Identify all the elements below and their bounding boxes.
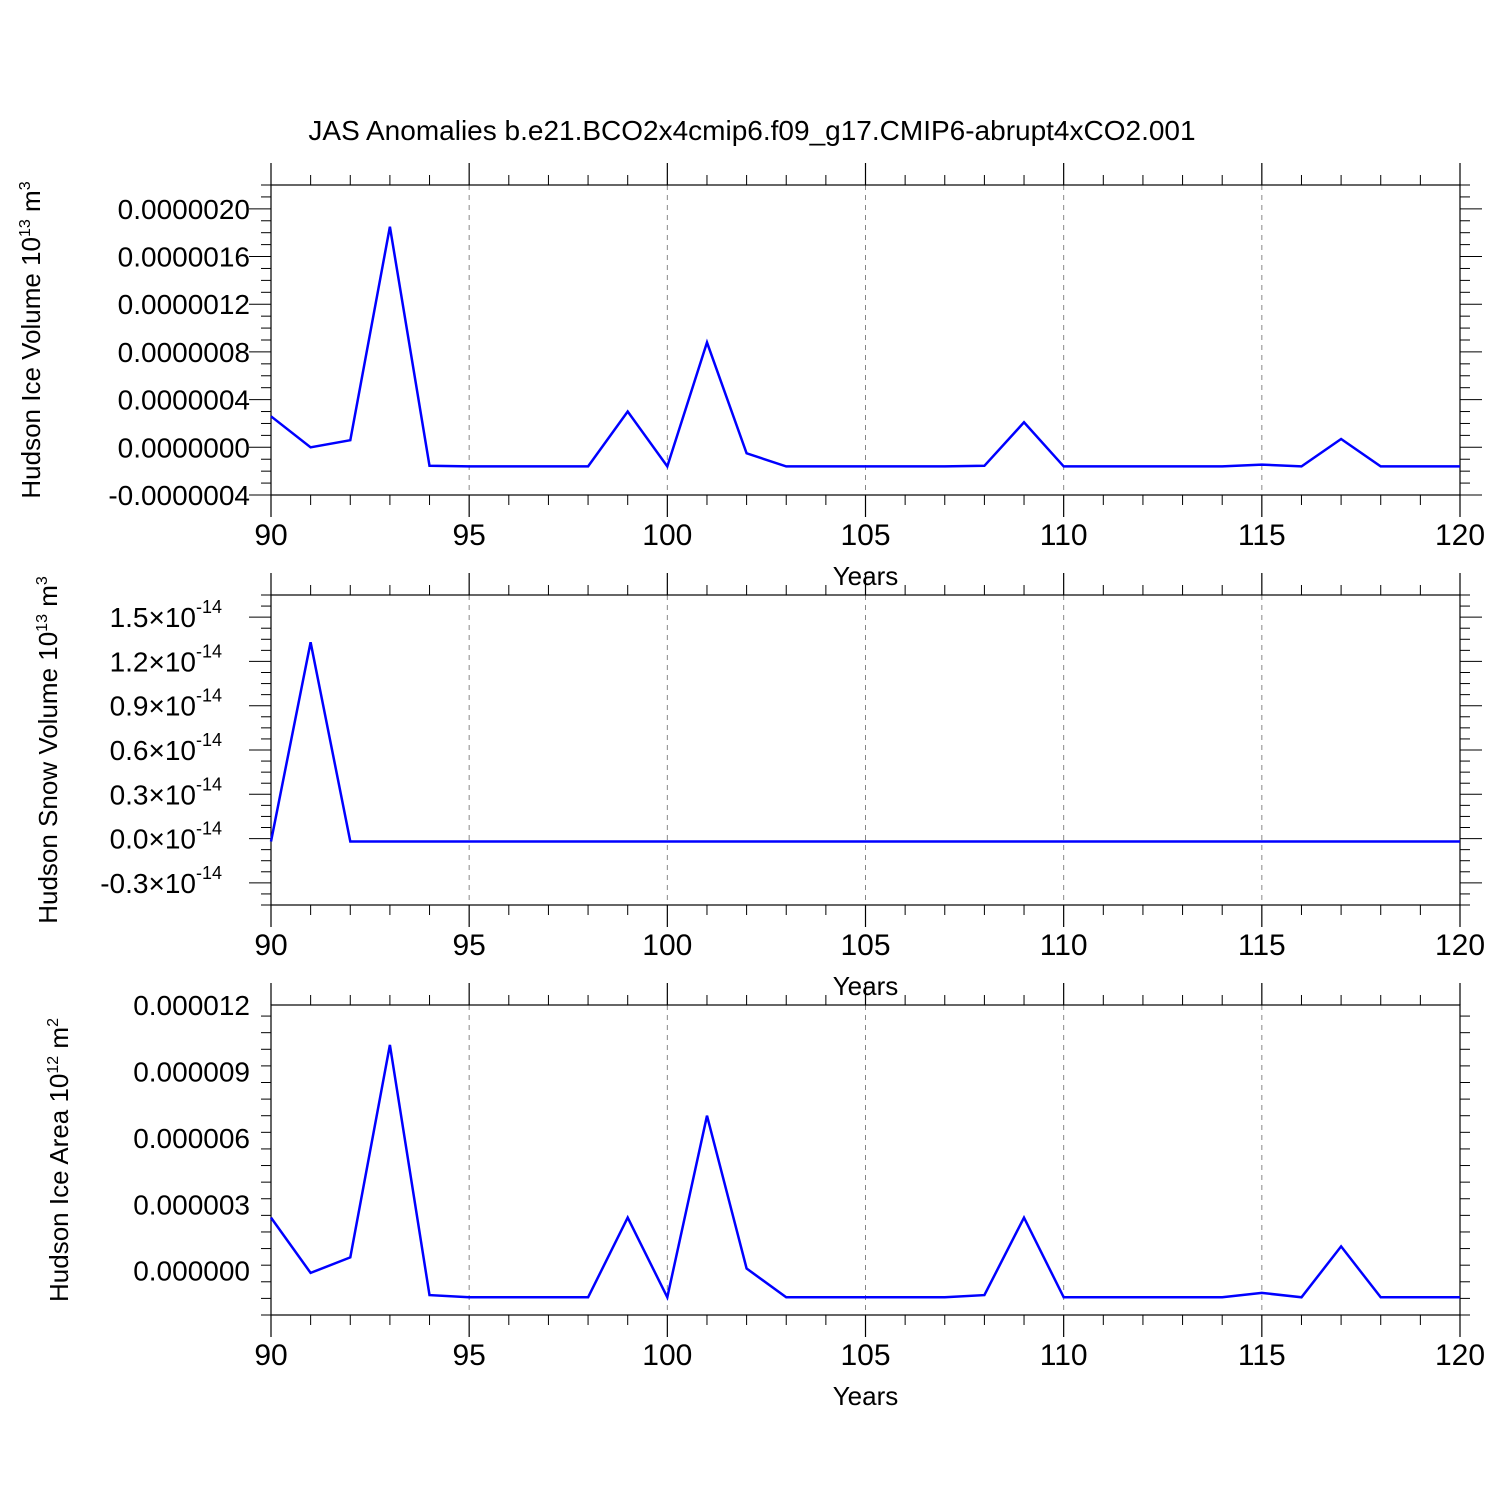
y-tick-label: 0.0000020 xyxy=(118,194,250,225)
y-tick-label: 0.000009 xyxy=(133,1056,250,1087)
y-tick-label: 0.3×10-14 xyxy=(110,774,222,810)
y-tick-label: 0.0000008 xyxy=(118,337,250,368)
series-line xyxy=(269,1044,1460,1302)
y-tick-label: 1.2×10-14 xyxy=(110,641,222,677)
x-tick-label: 115 xyxy=(1238,929,1286,962)
y-axis-label-text: Hudson Ice Volume 10 xyxy=(16,237,46,499)
x-tick-label: 100 xyxy=(642,519,692,552)
y-axis-label-unit: m xyxy=(16,190,46,219)
x-tick-label: 110 xyxy=(1040,1339,1088,1372)
x-tick-label: 120 xyxy=(1435,929,1485,962)
y-tick-label: 0.9×10-14 xyxy=(110,686,222,722)
y-tick-label: 0.000000 xyxy=(133,1256,250,1287)
x-tick-label: 105 xyxy=(840,929,890,962)
y-axis-label-exponent: 13 xyxy=(17,219,34,237)
x-tick-label: 110 xyxy=(1040,519,1088,552)
y-axis-label-text: Hudson Snow Volume 10 xyxy=(33,632,63,924)
y-axis-label-unit: m xyxy=(33,585,63,614)
x-tick-label: 95 xyxy=(452,519,485,552)
y-tick-label: 0.6×10-14 xyxy=(110,730,222,766)
x-tick-label: 110 xyxy=(1040,929,1088,962)
x-tick-label: 115 xyxy=(1238,519,1286,552)
y-tick-label: 0.000012 xyxy=(133,990,250,1021)
y-tick-label: -0.0000004 xyxy=(108,480,250,511)
series-line xyxy=(269,641,1460,843)
x-tick-label: 90 xyxy=(254,1339,287,1372)
x-tick-label: 105 xyxy=(840,519,890,552)
y-tick-label: 0.0×10-14 xyxy=(110,819,222,855)
x-tick-label: 100 xyxy=(642,929,692,962)
x-tick-label: 100 xyxy=(642,1339,692,1372)
panel-2: 90 95 100 105 110 115 120Years1.5×10-141.2×10-… xyxy=(33,573,1485,1001)
y-axis-label: Hudson Ice Volume 1013 m3 xyxy=(16,181,46,498)
y-axis-label-exponent: 12 xyxy=(45,1056,62,1074)
series-line xyxy=(270,226,1460,470)
x-tick-label: 95 xyxy=(452,929,485,962)
x-tick-label: 120 xyxy=(1435,519,1485,552)
x-tick-label: 90 xyxy=(254,519,287,552)
y-tick-label: -0.3×10-14 xyxy=(100,863,222,899)
x-tick-label: 105 xyxy=(840,1339,890,1372)
y-tick-label: 1.5×10-14 xyxy=(110,597,222,633)
y-axis-label-unit-exponent: 3 xyxy=(34,576,51,585)
y-axis-label: Hudson Ice Area 1012 m2 xyxy=(44,1018,74,1302)
y-tick-exponent: -14 xyxy=(196,686,222,706)
y-axis-label-unit-exponent: 2 xyxy=(45,1018,62,1027)
panel-3: 90 95 100 105 110 115 120 Years 0.000012 0.000009… xyxy=(44,983,1485,1411)
x-axis-label: Years xyxy=(833,1381,899,1411)
y-axis-label-unit-exponent: 3 xyxy=(17,181,34,190)
y-axis-label-unit: m xyxy=(44,1027,74,1056)
y-tick-label: 0.000003 xyxy=(133,1189,250,1220)
chart-title: JAS Anomalies b.e21.BCO2x4cmip6.f09_g17.… xyxy=(308,115,1195,146)
y-tick-exponent: -14 xyxy=(196,597,222,617)
y-axis-label: Hudson Snow Volume 1013 m3 xyxy=(33,576,63,924)
panel-1: 90 95 100 105 110 115 120Years0.00000200.00000… xyxy=(16,163,1485,591)
y-axis-label-text: Hudson Ice Area 10 xyxy=(44,1074,74,1302)
panels: 90 95 100 105 110 115 120 Years 0.0000020 0.00000… xyxy=(16,163,1485,1411)
x-tick-label: 115 xyxy=(1238,1339,1286,1372)
y-tick-exponent: -14 xyxy=(196,774,222,794)
x-tick-label: 90 xyxy=(254,929,287,962)
y-tick-exponent: -14 xyxy=(196,863,222,883)
y-tick-label: 0.0000012 xyxy=(118,289,250,320)
x-tick-label: 120 xyxy=(1435,1339,1485,1372)
y-tick-exponent: -14 xyxy=(196,641,222,661)
y-tick-exponent: -14 xyxy=(196,819,222,839)
y-tick-label: 0.0000000 xyxy=(118,432,250,463)
y-tick-label: 0.000006 xyxy=(133,1123,250,1154)
y-tick-label: 0.0000016 xyxy=(118,242,250,273)
y-tick-exponent: -14 xyxy=(196,730,222,750)
x-tick-label: 95 xyxy=(452,1339,485,1372)
y-tick-label: 0.0000004 xyxy=(118,385,250,416)
y-axis-label-exponent: 13 xyxy=(34,614,51,632)
